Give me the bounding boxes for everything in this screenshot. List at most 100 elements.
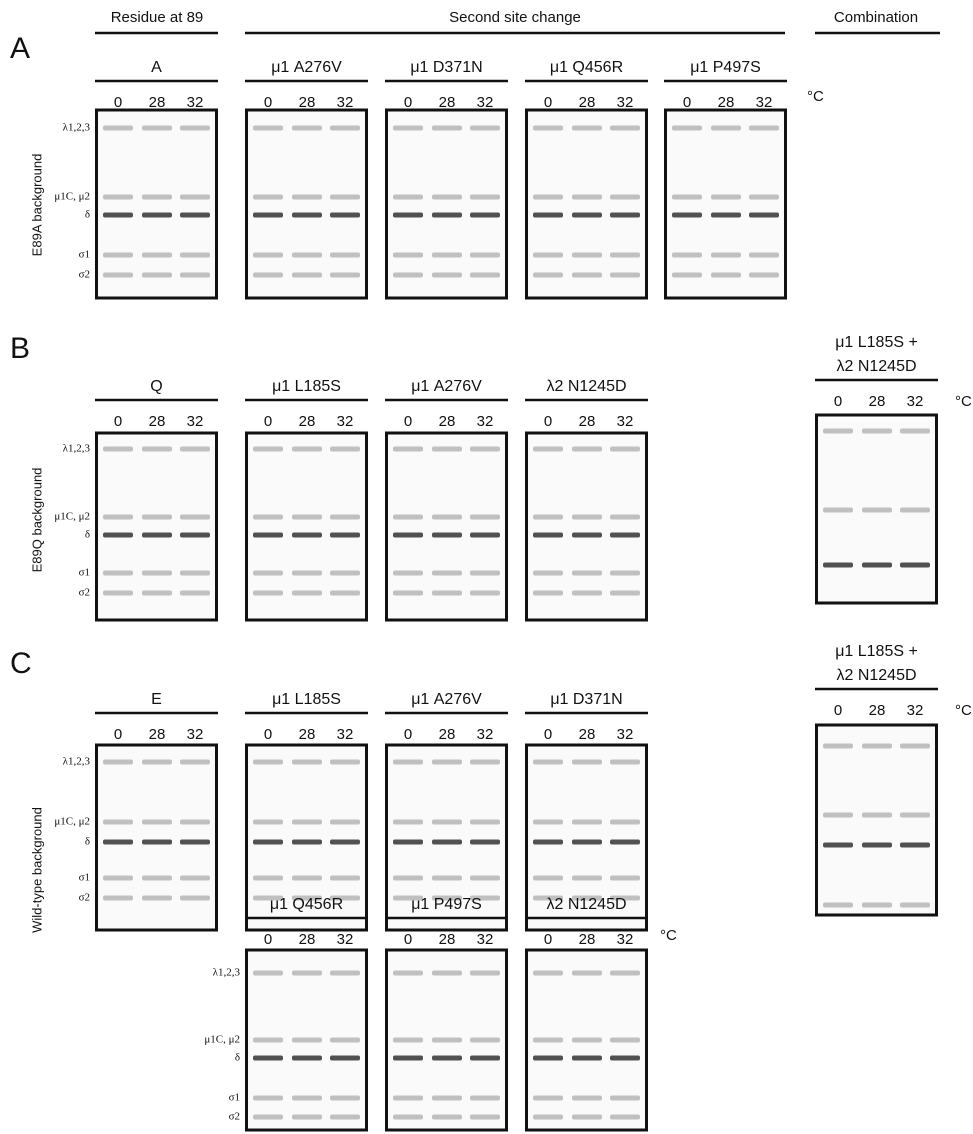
gel-band: [393, 1056, 423, 1061]
gel-band: [672, 195, 702, 200]
gel-band: [432, 1056, 462, 1061]
gel-band: [432, 213, 462, 218]
gel-band: [610, 195, 640, 200]
gel-band: [572, 820, 602, 825]
gel-band: [862, 429, 892, 434]
gel-band: [470, 840, 500, 845]
gel-band: [432, 820, 462, 825]
band-label: δ: [235, 1052, 240, 1064]
gel-band: [142, 876, 172, 881]
gel-band: [672, 213, 702, 218]
figure: Residue at 89 Second site change Combina…: [0, 0, 973, 1134]
gel-band: [470, 971, 500, 976]
gel-band: [900, 563, 930, 568]
gel-band: [142, 126, 172, 131]
gel-band: [470, 1096, 500, 1101]
gel-band: [610, 1096, 640, 1101]
background-label: Wild-type background: [29, 807, 44, 933]
gel-band: [292, 195, 322, 200]
unit-label: °C: [660, 927, 677, 944]
gel-image: [97, 745, 217, 930]
gel-band: [103, 533, 133, 538]
gel-band: [610, 820, 640, 825]
gel-band: [253, 876, 283, 881]
gel-label: μ1 A276V: [411, 691, 482, 708]
gel-band: [432, 533, 462, 538]
gel-band: [142, 273, 172, 278]
gel-band: [292, 820, 322, 825]
lane-label: 32: [907, 393, 924, 410]
gel-band: [533, 571, 563, 576]
gel-band: [180, 591, 210, 596]
gel-band: [292, 1115, 322, 1120]
gel-band: [823, 563, 853, 568]
gel-band: [393, 840, 423, 845]
gel-band: [103, 273, 133, 278]
gel-band: [103, 591, 133, 596]
gel-band: [330, 760, 360, 765]
lane-label: 28: [579, 726, 596, 743]
gel-band: [572, 1038, 602, 1043]
lane-label: 32: [337, 413, 354, 430]
gel-label: λ2 N1245D: [546, 896, 626, 913]
gel-band: [142, 447, 172, 452]
gel-band: [292, 1056, 322, 1061]
gel-band: [711, 273, 741, 278]
gel-band: [533, 195, 563, 200]
lane-label: 28: [869, 702, 886, 719]
gel-band: [330, 253, 360, 258]
gel-band: [253, 1115, 283, 1120]
gel-band: [330, 195, 360, 200]
gel-band: [330, 515, 360, 520]
gel-band: [142, 760, 172, 765]
band-label: λ1,2,3: [63, 443, 91, 455]
gel-band: [470, 1056, 500, 1061]
gel-band: [393, 971, 423, 976]
gel-band: [393, 876, 423, 881]
gel-band: [253, 591, 283, 596]
lane-label: 28: [579, 94, 596, 111]
gel-band: [610, 760, 640, 765]
band-label: λ1,2,3: [63, 756, 91, 768]
gel-band: [142, 515, 172, 520]
gel-band: [432, 1096, 462, 1101]
gel-band: [103, 213, 133, 218]
gel-band: [180, 273, 210, 278]
gel-band: [862, 813, 892, 818]
lane-label: 0: [683, 94, 691, 111]
gel-band: [672, 126, 702, 131]
lane-label: 0: [264, 931, 272, 948]
gel-band: [823, 843, 853, 848]
gel-band: [572, 195, 602, 200]
gel-band: [142, 840, 172, 845]
lane-label: 0: [544, 94, 552, 111]
gel-band: [432, 591, 462, 596]
gel-band: [610, 971, 640, 976]
gel-label: μ1 D371N: [550, 691, 622, 708]
band-label: σ1: [79, 872, 90, 884]
gel-band: [393, 820, 423, 825]
gel-band: [253, 533, 283, 538]
gel-band: [292, 760, 322, 765]
gel-band: [610, 571, 640, 576]
gel-image: [97, 110, 217, 298]
gel-band: [572, 253, 602, 258]
gel-band: [180, 760, 210, 765]
gel-band: [253, 1038, 283, 1043]
gel-band: [330, 591, 360, 596]
band-label: μ1C, μ2: [54, 511, 90, 523]
lane-label: 32: [617, 931, 634, 948]
lane-label: 28: [299, 413, 316, 430]
band-label: σ1: [79, 567, 90, 579]
gel-label: μ1 L185S +: [835, 334, 918, 351]
gel-label: A: [151, 59, 162, 76]
gel-band: [900, 843, 930, 848]
gel-band: [330, 840, 360, 845]
gel-band: [142, 195, 172, 200]
gel-band: [900, 429, 930, 434]
gel-band: [533, 126, 563, 131]
gel-image: [666, 110, 786, 298]
gel-band: [900, 744, 930, 749]
gel-band: [533, 533, 563, 538]
gel-band: [393, 1096, 423, 1101]
